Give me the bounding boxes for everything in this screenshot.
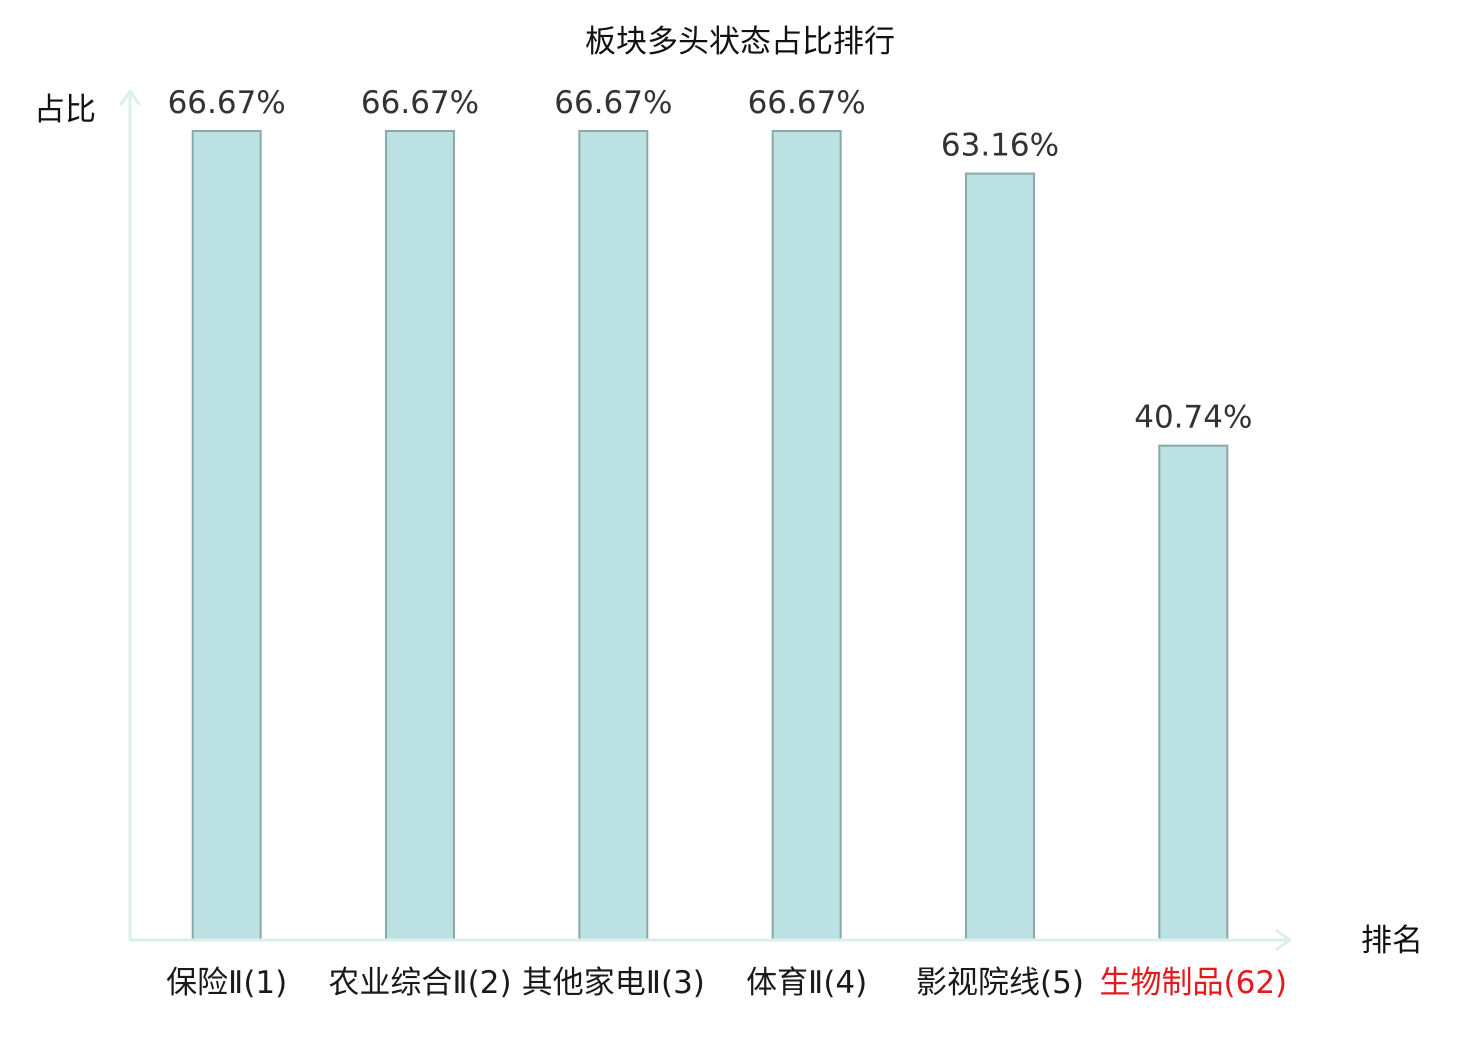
bar-2 xyxy=(385,130,455,941)
x-tick-label-4: 体育Ⅱ(4) xyxy=(746,965,868,1001)
chart-title: 板块多头状态占比排行 xyxy=(585,24,895,60)
data-label-6: 40.74% xyxy=(1134,400,1252,436)
data-label-3: 66.67% xyxy=(554,85,672,121)
axes-group xyxy=(119,89,1292,951)
x-axis-label: 排名 xyxy=(1361,923,1423,959)
x-tick-label-2: 农业综合Ⅱ(2) xyxy=(328,965,512,1001)
y-axis-label: 占比 xyxy=(34,92,96,128)
x-tick-label-6: 生物制品(62) xyxy=(1099,965,1288,1001)
x-axis-arrow-icon xyxy=(1275,929,1292,951)
bar-3 xyxy=(578,130,649,941)
data-labels-group: 66.67% 66.67% 66.67% 66.67% 63.16% 40.74% xyxy=(168,85,1253,436)
bars-group xyxy=(191,130,1229,941)
bar-4 xyxy=(771,130,842,941)
x-tick-label-3: 其他家电Ⅱ(3) xyxy=(521,965,705,1001)
bar-1 xyxy=(191,130,262,941)
data-label-5: 63.16% xyxy=(941,128,1059,164)
x-tick-label-5: 影视院线(5) xyxy=(916,965,1084,1001)
x-tick-label-1: 保险Ⅱ(1) xyxy=(166,965,288,1001)
bar-5 xyxy=(965,172,1035,941)
data-label-4: 66.67% xyxy=(748,85,866,121)
data-label-2: 66.67% xyxy=(361,85,479,121)
y-axis-arrow-icon xyxy=(119,89,141,106)
bar-6 xyxy=(1158,444,1229,941)
data-label-1: 66.67% xyxy=(168,85,286,121)
